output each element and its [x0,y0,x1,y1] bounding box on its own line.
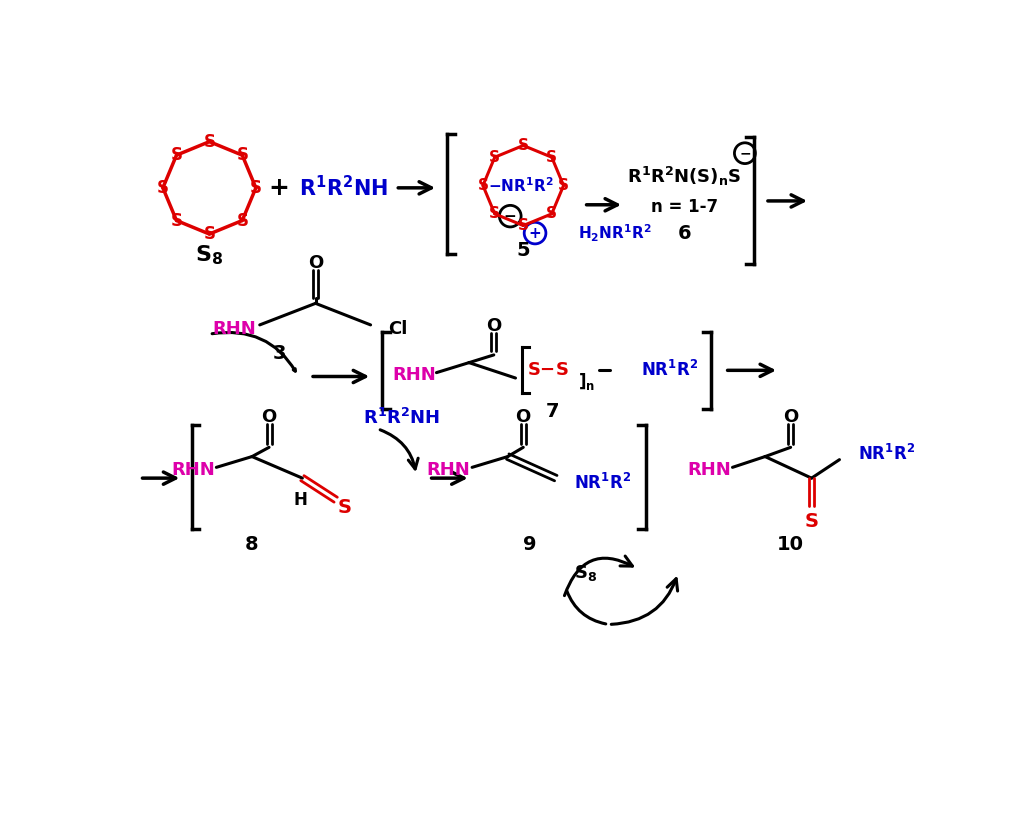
Text: H: H [293,491,307,509]
Text: 3: 3 [272,344,286,363]
Text: 6: 6 [678,224,691,243]
Text: n = 1-7: n = 1-7 [651,198,718,216]
Text: S: S [157,179,169,197]
Text: 10: 10 [777,534,804,554]
Text: $\mathbf{R^1R^2NH}$: $\mathbf{R^1R^2NH}$ [362,408,439,428]
Text: 7: 7 [546,401,559,420]
FancyArrowPatch shape [380,430,418,469]
Text: $\mathbf{H_2NR^1R^2}$: $\mathbf{H_2NR^1R^2}$ [578,222,651,244]
Text: O: O [308,254,324,272]
Text: $\mathbf{]_n}$: $\mathbf{]_n}$ [579,371,595,392]
Text: RHN: RHN [392,366,436,384]
Text: RHN: RHN [212,319,256,337]
Text: S: S [338,498,352,517]
Text: S: S [204,133,215,150]
Text: O: O [261,407,276,425]
Text: RHN: RHN [687,461,731,479]
Text: S: S [204,225,215,243]
FancyArrowPatch shape [611,579,678,624]
Text: $\mathbf{-NR^1R^2}$: $\mathbf{-NR^1R^2}$ [488,177,554,195]
Text: S: S [518,138,528,153]
Text: RHN: RHN [427,461,471,479]
Text: O: O [486,317,502,335]
Text: S: S [170,212,182,230]
Text: S: S [558,178,569,193]
Text: S: S [170,146,182,164]
Text: 8: 8 [245,534,259,554]
Text: O: O [516,407,530,425]
Text: $\mathbf{S_8}$: $\mathbf{S_8}$ [196,244,223,268]
Text: RHN: RHN [171,461,215,479]
Text: S: S [250,179,262,197]
Text: S: S [518,218,528,233]
Text: S: S [546,206,557,222]
Text: +: + [528,226,542,241]
Text: S: S [237,146,248,164]
Text: S: S [237,212,248,230]
Text: 9: 9 [522,534,537,554]
Text: S: S [489,206,501,222]
Text: S: S [477,178,488,193]
Text: $\mathbf{NR^1R^2}$: $\mathbf{NR^1R^2}$ [573,473,631,493]
FancyArrowPatch shape [564,556,633,595]
Text: $\mathbf{NR^1R^2}$: $\mathbf{NR^1R^2}$ [641,360,698,380]
Text: −: − [504,209,517,223]
Text: $\mathbf{S_8}$: $\mathbf{S_8}$ [573,563,597,583]
FancyArrowPatch shape [212,333,295,371]
FancyArrowPatch shape [567,591,606,624]
Text: S: S [805,511,818,530]
Text: S: S [546,149,557,165]
Text: −: − [739,146,751,160]
Text: Cl: Cl [388,319,408,337]
Text: $\mathbf{R^1R^2N(S)_nS}$: $\mathbf{R^1R^2N(S)_nS}$ [628,165,741,188]
Text: 5: 5 [516,241,530,260]
Text: $\mathbf{R^1R^2NH}$: $\mathbf{R^1R^2NH}$ [299,175,388,200]
Text: $\mathbf{S{-}S}$: $\mathbf{S{-}S}$ [527,361,569,379]
Text: +: + [268,176,290,200]
Text: S: S [489,149,501,165]
Text: O: O [783,407,799,425]
Text: $\mathbf{NR^1R^2}$: $\mathbf{NR^1R^2}$ [858,443,915,464]
